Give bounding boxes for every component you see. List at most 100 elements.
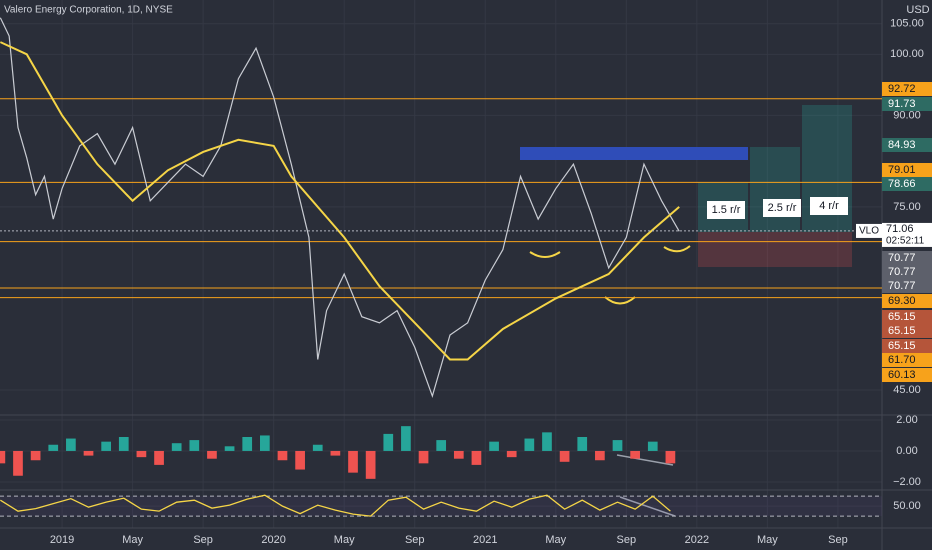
resistance-zone (520, 147, 748, 160)
y-tick-label: 90.00 (893, 109, 921, 121)
y-tick-label: 2.00 (896, 414, 917, 426)
current-tag (882, 222, 932, 247)
currency: USD (906, 4, 929, 16)
macd-bar (13, 450, 23, 476)
price-tag (882, 353, 932, 367)
price-tag (882, 310, 932, 324)
macd-bar (418, 450, 429, 464)
swing-arc (529, 245, 691, 305)
price-tag (882, 279, 932, 293)
macd-bar (171, 443, 182, 451)
price-tag (882, 294, 932, 308)
macd-bar (489, 441, 499, 451)
price-tag-label: 70.77 (888, 280, 916, 292)
y-tick-label: −2.00 (893, 476, 921, 488)
x-tick-label: 2022 (685, 534, 709, 546)
countdown: 02:52:11 (886, 236, 925, 247)
price-tag (882, 251, 932, 265)
macd-bar (189, 440, 200, 451)
rsi-trendline (619, 496, 676, 517)
macd-bar (242, 437, 253, 451)
macd-bar (259, 435, 270, 451)
current-price: 71.06 (886, 223, 914, 235)
macd-bar (48, 444, 59, 451)
y-tick-label: 50.00 (893, 500, 921, 512)
macd-bar (453, 450, 464, 459)
price-line (0, 494, 671, 517)
x-tick-label: May (757, 534, 778, 546)
macd-bar (542, 432, 552, 451)
price-tag (882, 97, 932, 111)
macd-bar (647, 441, 658, 451)
macd-bar (577, 437, 588, 451)
price-tag (882, 324, 932, 338)
macd-bar (295, 450, 305, 470)
symbol-tag (856, 223, 882, 238)
macd-bar (224, 446, 235, 451)
price-tag (882, 163, 932, 177)
macd-bar (30, 450, 41, 461)
price-tag (882, 339, 932, 353)
macd-bar (348, 450, 358, 473)
x-tick-label: 2019 (50, 534, 74, 546)
rr-label-box (810, 197, 848, 215)
price-tag-label: 70.77 (888, 252, 916, 264)
price-tag-label: 65.15 (888, 340, 916, 352)
macd-bar (365, 450, 376, 479)
macd-bar (471, 450, 482, 465)
x-tick-label: May (334, 534, 355, 546)
macd-bar (330, 450, 341, 456)
macd-bar (436, 440, 447, 451)
rsi-band (0, 496, 882, 517)
price-tag-label: 60.13 (888, 369, 916, 381)
rr-label: 2.5 r/r (768, 202, 797, 214)
price-tag (882, 265, 932, 279)
price-tag-label: 69.30 (888, 295, 916, 307)
price-tag-label: 79.01 (888, 164, 916, 176)
symbol: VLO (859, 226, 879, 237)
x-tick-label: Sep (405, 534, 425, 546)
y-tick-label: 105.00 (890, 18, 924, 30)
rr-label: 4 r/r (819, 200, 839, 212)
macd-bar (524, 438, 535, 451)
x-tick-label: Sep (193, 534, 213, 546)
price-tag (882, 368, 932, 382)
x-tick-label: May (545, 534, 566, 546)
rr-label-box (707, 201, 745, 219)
price-tag-label: 70.77 (888, 266, 916, 278)
price-tag-label: 84.93 (888, 139, 916, 151)
macd-bar (612, 440, 623, 451)
x-tick-label: May (122, 534, 143, 546)
price-tag-label: 78.66 (888, 178, 916, 190)
macd-bar (118, 437, 129, 451)
price-tag-label: 91.73 (888, 98, 916, 110)
x-tick-label: 2020 (261, 534, 285, 546)
price-line (0, 41, 680, 361)
price-line (0, 17, 680, 399)
macd-bar (154, 450, 164, 465)
y-tick-label: 75.00 (893, 201, 921, 213)
macd-bar (595, 450, 605, 461)
macd-trendline (616, 454, 674, 466)
macd-bar (83, 450, 94, 456)
stop-box (698, 232, 852, 267)
price-tag-label: 61.70 (888, 354, 916, 366)
macd-bar (101, 441, 111, 451)
price-tag (882, 177, 932, 191)
price-tag-label: 65.15 (888, 325, 916, 337)
macd-bar (0, 450, 6, 464)
price-tag (882, 82, 932, 96)
macd-bar (383, 433, 394, 451)
macd-bar (66, 438, 76, 451)
price-tag-label: 92.72 (888, 83, 916, 95)
macd-bar (506, 450, 517, 458)
macd-bar (559, 450, 570, 462)
chart-title: Valero Energy Corporation, 1D, NYSE (4, 5, 173, 16)
macd-bar (136, 450, 147, 458)
x-tick-label: 2021 (473, 534, 497, 546)
macd-bar (277, 450, 288, 461)
x-tick-label: Sep (828, 534, 848, 546)
y-tick-label: 100.00 (890, 48, 924, 60)
rr-label-box (763, 199, 801, 217)
